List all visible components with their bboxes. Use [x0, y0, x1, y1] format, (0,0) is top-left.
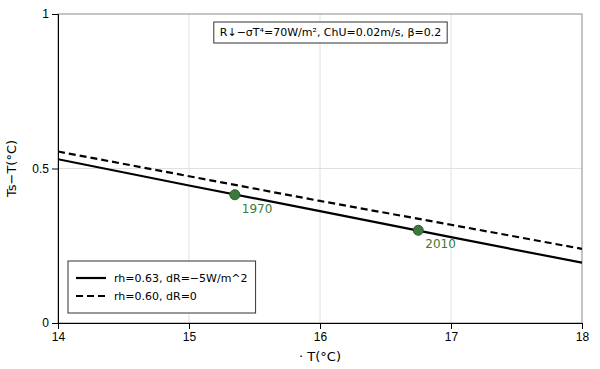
x-tick: 18: [576, 323, 590, 344]
legend-label: rh=0.60, dR=0: [114, 290, 197, 303]
series-line: [58, 152, 582, 249]
y-tick-mark: [52, 323, 58, 324]
y-tick-label: 0.5: [32, 162, 49, 176]
y-tick-mark: [52, 14, 58, 15]
marks: [58, 152, 582, 263]
x-axis-title: · T(°C): [299, 349, 341, 364]
x-tick-label: 17: [445, 330, 459, 344]
x-axis: 14 15 16 17 18: [52, 323, 590, 344]
title: R↓−σT⁴=70W/m², ChU=0.02m/s, β=0.2: [220, 26, 441, 39]
x-tick-label: 16: [314, 330, 328, 344]
x-tick: 14: [52, 323, 66, 344]
x-tick: 17: [445, 323, 459, 344]
plot: 141516171800.5119702010R↓−σT⁴=70W/m², Ch…: [32, 7, 589, 343]
series-line: [58, 159, 582, 263]
x-tick-mark: [582, 323, 583, 329]
legend-item: rh=0.63, dR=−5W/m^2: [76, 272, 248, 285]
legend: rh=0.63, dR=−5W/m^2 rh=0.60, dR=0: [68, 261, 256, 313]
legend-swatch: [76, 295, 106, 297]
grid: [58, 14, 582, 323]
legend-item: rh=0.60, dR=0: [76, 290, 197, 303]
point: [413, 225, 423, 235]
x-axis-line: [59, 324, 583, 330]
title-box: R↓−σT⁴=70W/m², ChU=0.02m/s, β=0.2: [214, 22, 447, 43]
title-frame: [214, 22, 447, 43]
point-label: 2010: [425, 237, 456, 251]
grid-line-y: [58, 168, 582, 169]
x-tick: 15: [183, 323, 197, 344]
x-tick-mark: [451, 323, 452, 329]
legend-label: rh=0.63, dR=−5W/m^2: [114, 272, 248, 285]
x-tick-label: 18: [576, 330, 590, 344]
y-tick-label: 0: [42, 316, 49, 330]
x-tick-mark: [320, 323, 321, 329]
x-tick-label: 15: [183, 330, 197, 344]
chart: 141516171800.5119702010R↓−σT⁴=70W/m², Ch…: [0, 0, 600, 369]
x-tick: 16: [314, 323, 328, 344]
legend-swatch: [76, 277, 106, 279]
y-tick-label: 1: [42, 7, 49, 21]
y-axis-title: Ts−T(°C): [4, 140, 19, 198]
plot-frame: [58, 14, 582, 323]
x-tick-mark: [189, 323, 190, 329]
y-tick: 1: [42, 7, 58, 21]
annotations: 1970 2010: [242, 202, 456, 252]
point-label: 1970: [242, 202, 273, 216]
y-axis: 00.51: [32, 7, 58, 330]
y-tick: 0: [42, 316, 58, 330]
y-tick-mark: [52, 169, 58, 170]
point: [230, 190, 240, 200]
y-tick: 0.5: [32, 162, 58, 176]
y-axis-line: [52, 15, 59, 324]
legend-frame: [68, 261, 256, 313]
x-tick-label: 14: [52, 330, 66, 344]
